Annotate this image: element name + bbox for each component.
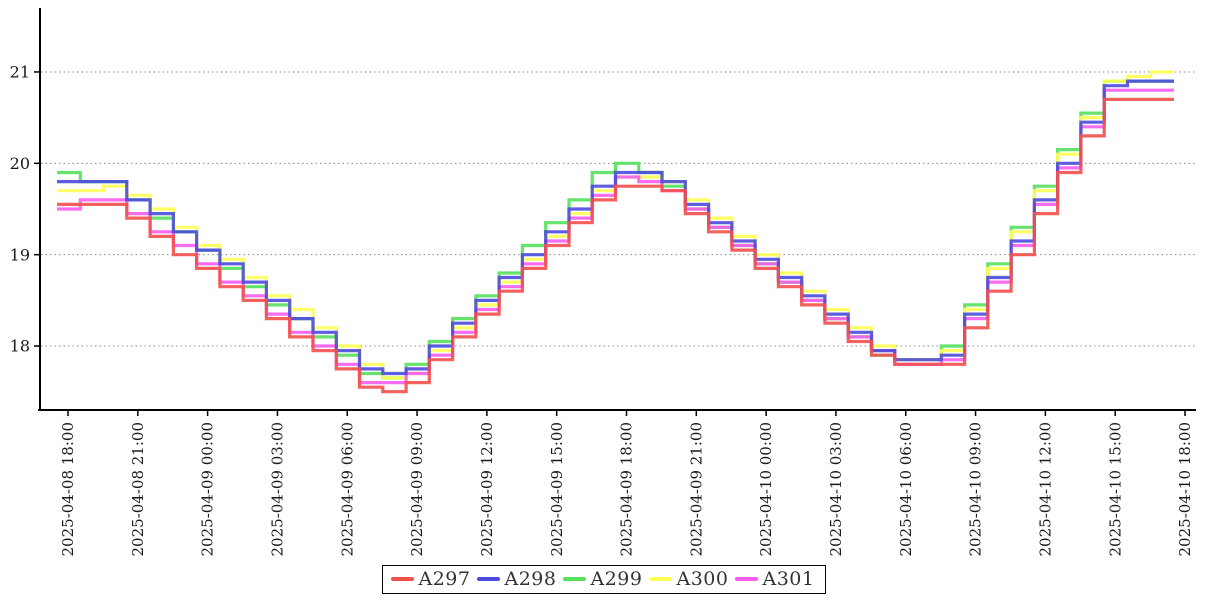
- x-tick-label: 2025-04-09 18:00: [618, 422, 636, 556]
- x-tick-label: 2025-04-09 09:00: [408, 422, 426, 556]
- legend-swatch-a297: [390, 577, 414, 581]
- legend-swatch-a299: [562, 577, 586, 581]
- series-line-a301: [57, 88, 1174, 385]
- series-line-a297: [57, 97, 1174, 394]
- legend-swatch-a301: [734, 577, 758, 581]
- x-tick-label: 2025-04-09 21:00: [687, 422, 705, 556]
- y-tick-label: 20: [10, 154, 30, 173]
- x-tick-label: 2025-04-08 18:00: [59, 422, 77, 556]
- x-tick-label: 2025-04-08 21:00: [129, 422, 147, 556]
- x-tick-label: 2025-04-10 18:00: [1176, 422, 1194, 556]
- legend-item-a299: A299: [562, 568, 643, 590]
- x-tick-label: 2025-04-10 00:00: [757, 422, 775, 556]
- x-tick-label: 2025-04-10 12:00: [1036, 422, 1054, 556]
- legend-label: A299: [590, 568, 643, 590]
- x-tick-label: 2025-04-09 00:00: [199, 422, 217, 556]
- series-line-a300: [57, 70, 1174, 380]
- y-tick-label: 18: [10, 337, 30, 356]
- x-tick-label: 2025-04-09 06:00: [338, 422, 356, 556]
- x-tick-label: 2025-04-09 15:00: [548, 422, 566, 556]
- y-tick-label: 19: [10, 245, 30, 264]
- x-tick-label: 2025-04-10 03:00: [827, 422, 845, 556]
- x-tick-label: 2025-04-09 03:00: [269, 422, 287, 556]
- legend-item-a298: A298: [476, 568, 557, 590]
- legend-item-a300: A300: [648, 568, 729, 590]
- x-tick-label: 2025-04-09 12:00: [478, 422, 496, 556]
- legend-item-a297: A297: [390, 568, 471, 590]
- legend-item-a301: A301: [734, 568, 815, 590]
- series-line-a298: [57, 79, 1174, 376]
- legend-label: A300: [676, 568, 729, 590]
- legend-swatch-a298: [476, 577, 500, 581]
- x-tick-label: 2025-04-10 09:00: [967, 422, 985, 556]
- legend: A297 A298 A299 A300 A301: [381, 565, 826, 594]
- legend-label: A301: [762, 568, 815, 590]
- x-tick-label: 2025-04-10 06:00: [897, 422, 915, 556]
- y-tick-label: 21: [10, 63, 30, 82]
- legend-swatch-a300: [648, 577, 672, 581]
- legend-label: A298: [504, 568, 557, 590]
- legend-label: A297: [418, 568, 471, 590]
- series-line-a299: [57, 79, 1174, 380]
- x-tick-label: 2025-04-10 15:00: [1106, 422, 1124, 556]
